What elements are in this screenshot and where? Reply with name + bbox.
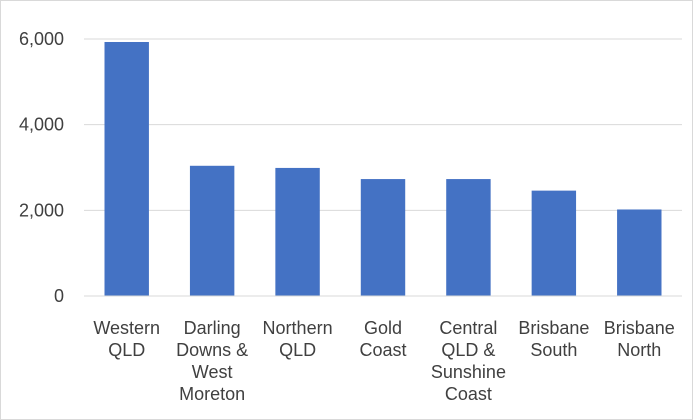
- y-tick-label: 4,000: [19, 115, 64, 135]
- x-category-label: Western QLD: [93, 318, 160, 360]
- bar-6: [617, 209, 662, 296]
- x-category-label: Central QLD & Sunshine Coast: [431, 318, 506, 404]
- bar-5: [531, 190, 577, 296]
- bar-4: [446, 179, 491, 296]
- x-axis-category-labels: Western QLD Darling Downs & West Moreton North…: [93, 318, 674, 404]
- bar-2: [275, 167, 320, 296]
- bars: [104, 41, 662, 296]
- y-tick-label: 0: [54, 286, 64, 306]
- x-category-label: Darling Downs & West Moreton: [176, 318, 248, 404]
- x-category-label: Brisbane South: [518, 318, 589, 360]
- y-tick-label: 6,000: [19, 29, 64, 49]
- bar-3: [360, 179, 406, 296]
- x-category-label: Brisbane North: [604, 318, 675, 360]
- x-category-label: Gold Coast: [359, 318, 406, 360]
- y-tick-label: 2,000: [19, 200, 64, 220]
- x-category-label: Northern QLD: [263, 318, 333, 360]
- y-axis-tick-labels: 0 2,000 4,000 6,000: [19, 29, 64, 306]
- bar-1: [189, 165, 235, 296]
- bar-0: [104, 41, 149, 296]
